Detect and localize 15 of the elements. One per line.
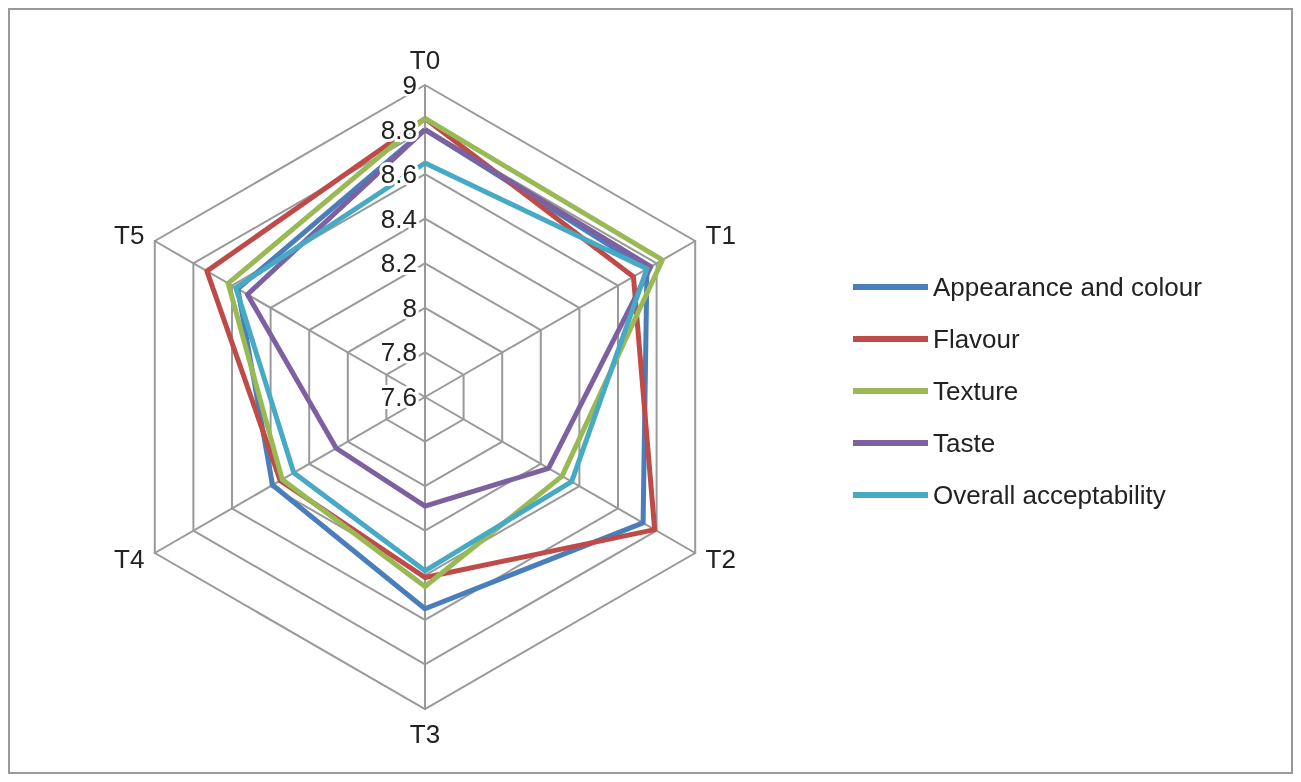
y-tick-label: 8 <box>402 292 417 323</box>
legend-label: Texture <box>933 376 1019 406</box>
y-tick-label: 8.4 <box>380 203 417 234</box>
spoke-label: T2 <box>705 544 736 574</box>
spoke-label: T1 <box>705 220 736 250</box>
legend-label: Appearance and colour <box>933 272 1203 302</box>
y-tick-label: 7.8 <box>380 337 417 368</box>
legend-label: Overall acceptability <box>933 480 1166 510</box>
y-tick-label: 8.2 <box>380 248 417 279</box>
spoke-label: T5 <box>114 220 145 250</box>
y-tick-label: 7.6 <box>380 382 417 412</box>
legend-label: Flavour <box>933 324 1021 354</box>
spoke-label: T3 <box>409 719 441 749</box>
spoke-label: T4 <box>114 544 145 574</box>
legend-label: Taste <box>933 428 996 458</box>
